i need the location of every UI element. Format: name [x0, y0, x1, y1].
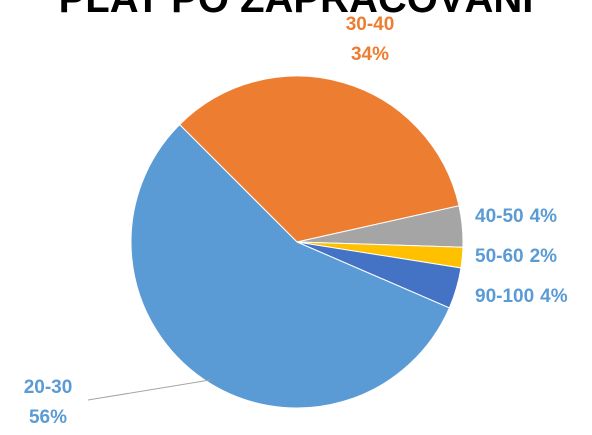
value-label: 4% [540, 286, 568, 307]
value-label: 4% [530, 206, 558, 227]
data-label: 30-40 34% [346, 14, 395, 65]
pie-slice [178, 75, 460, 243]
category-label: 90-100 [475, 286, 534, 307]
data-label: 20-30 56% [24, 377, 73, 428]
data-label: 50-60 2% [475, 246, 557, 267]
chart-title: PLAT PO ZAPRACOVÁNÍ [59, 0, 535, 21]
value-label: 56% [29, 407, 67, 428]
data-label: 40-50 4% [475, 206, 557, 227]
leader-line [87, 379, 211, 401]
category-label: 40-50 [475, 206, 524, 227]
category-label: 30-40 [346, 14, 395, 35]
value-label: 2% [530, 246, 558, 267]
category-label: 20-30 [24, 377, 73, 398]
category-label: 50-60 [475, 246, 524, 267]
pie-slice [130, 123, 451, 409]
value-label: 34% [351, 44, 389, 65]
data-label: 90-100 4% [475, 286, 568, 307]
